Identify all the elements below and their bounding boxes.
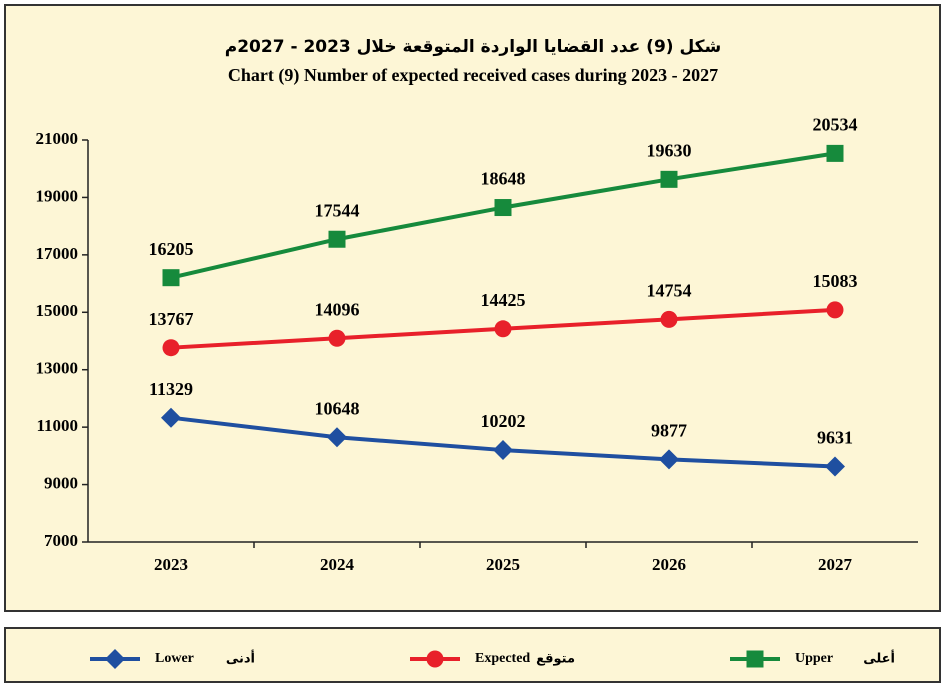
y-tick-label: 7000 — [44, 531, 78, 550]
legend-marker — [426, 650, 444, 668]
x-tick-label: 2024 — [320, 555, 355, 574]
x-tick-label: 2023 — [154, 555, 188, 574]
data-label: 11329 — [149, 379, 193, 399]
data-label: 14425 — [481, 290, 526, 310]
legend-label: Lower — [155, 651, 194, 666]
legend-label-ar: أدنى — [226, 650, 255, 667]
legend-label: Upper — [795, 651, 833, 666]
data-point — [328, 230, 346, 248]
data-point — [493, 440, 513, 461]
legend-marker — [746, 650, 764, 668]
data-point — [826, 144, 844, 162]
legend-marker — [105, 649, 125, 669]
y-tick-label: 11000 — [36, 416, 78, 435]
y-tick-label: 21000 — [36, 129, 79, 148]
y-tick-label: 15000 — [36, 301, 79, 320]
legend-label-ar: أعلى — [863, 650, 895, 667]
data-label: 9877 — [651, 421, 687, 441]
data-label: 18648 — [481, 169, 526, 189]
y-tick-label: 13000 — [36, 359, 79, 378]
y-tick-label: 17000 — [36, 244, 79, 263]
legend-label: Expected — [475, 651, 530, 666]
x-tick-label: 2026 — [652, 555, 686, 574]
data-point — [660, 170, 678, 188]
legend-label-ar: متوقع — [536, 652, 575, 667]
data-point — [162, 269, 180, 287]
data-point — [494, 320, 512, 338]
data-label: 20534 — [813, 115, 858, 135]
data-label: 10202 — [481, 411, 526, 431]
data-point — [327, 427, 347, 448]
data-point — [825, 456, 845, 477]
chart-subtitle: Chart (9) Number of expected received ca… — [228, 65, 718, 86]
x-tick-label: 2025 — [486, 555, 520, 574]
data-label: 15083 — [813, 271, 858, 291]
data-label: 14096 — [315, 299, 360, 319]
chart-frame — [4, 4, 941, 612]
data-label: 19630 — [647, 140, 692, 160]
data-label: 9631 — [817, 428, 853, 448]
y-tick-label: 19000 — [36, 186, 79, 205]
data-point — [328, 329, 346, 347]
data-point — [162, 339, 180, 357]
data-point — [660, 310, 678, 328]
data-label: 10648 — [315, 398, 360, 418]
data-label: 13767 — [149, 309, 194, 329]
data-label: 14754 — [647, 280, 692, 300]
legend-frame — [4, 627, 941, 683]
y-tick-label: 9000 — [44, 473, 78, 492]
data-point — [659, 449, 679, 470]
data-label: 16205 — [149, 239, 194, 259]
chart-title: شكل (9) عدد القضايا الواردة المتوقعة خلا… — [225, 37, 722, 57]
data-label: 17544 — [315, 200, 360, 220]
x-tick-label: 2027 — [818, 555, 853, 574]
data-point — [826, 301, 844, 319]
data-point — [494, 199, 512, 217]
data-point — [161, 407, 181, 428]
